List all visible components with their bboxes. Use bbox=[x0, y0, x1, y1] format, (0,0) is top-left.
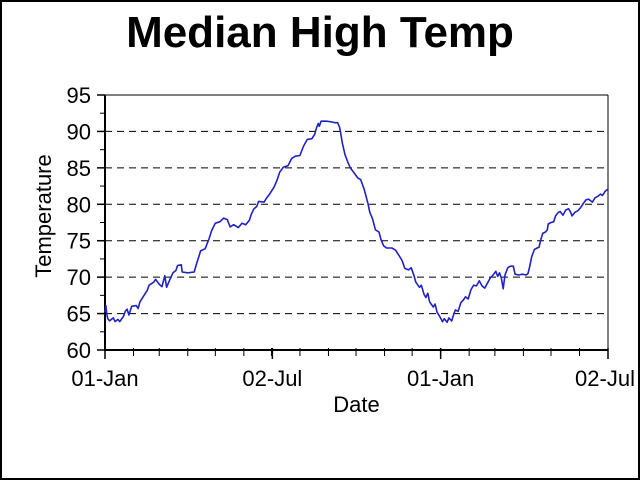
y-tick-label: 65 bbox=[67, 302, 91, 327]
x-tick-label: 02-Jul bbox=[242, 366, 302, 391]
y-tick-label: 60 bbox=[67, 338, 91, 363]
y-tick-label: 80 bbox=[67, 192, 91, 217]
y-tick-label: 70 bbox=[67, 265, 91, 290]
temperature-line bbox=[104, 120, 609, 324]
chart-title: Median High Temp bbox=[126, 8, 514, 57]
x-tick-label: 02-Jul bbox=[575, 366, 635, 391]
y-tick-label: 95 bbox=[67, 83, 91, 108]
y-tick-label: 90 bbox=[67, 119, 91, 144]
y-tick-label: 75 bbox=[67, 229, 91, 254]
y-axis-label: Temperature bbox=[31, 154, 56, 278]
x-tick-label: 01-Jan bbox=[407, 366, 474, 391]
x-axis-label: Date bbox=[333, 392, 380, 417]
x-tick-label: 01-Jan bbox=[71, 366, 138, 391]
y-tick-label: 85 bbox=[67, 156, 91, 181]
